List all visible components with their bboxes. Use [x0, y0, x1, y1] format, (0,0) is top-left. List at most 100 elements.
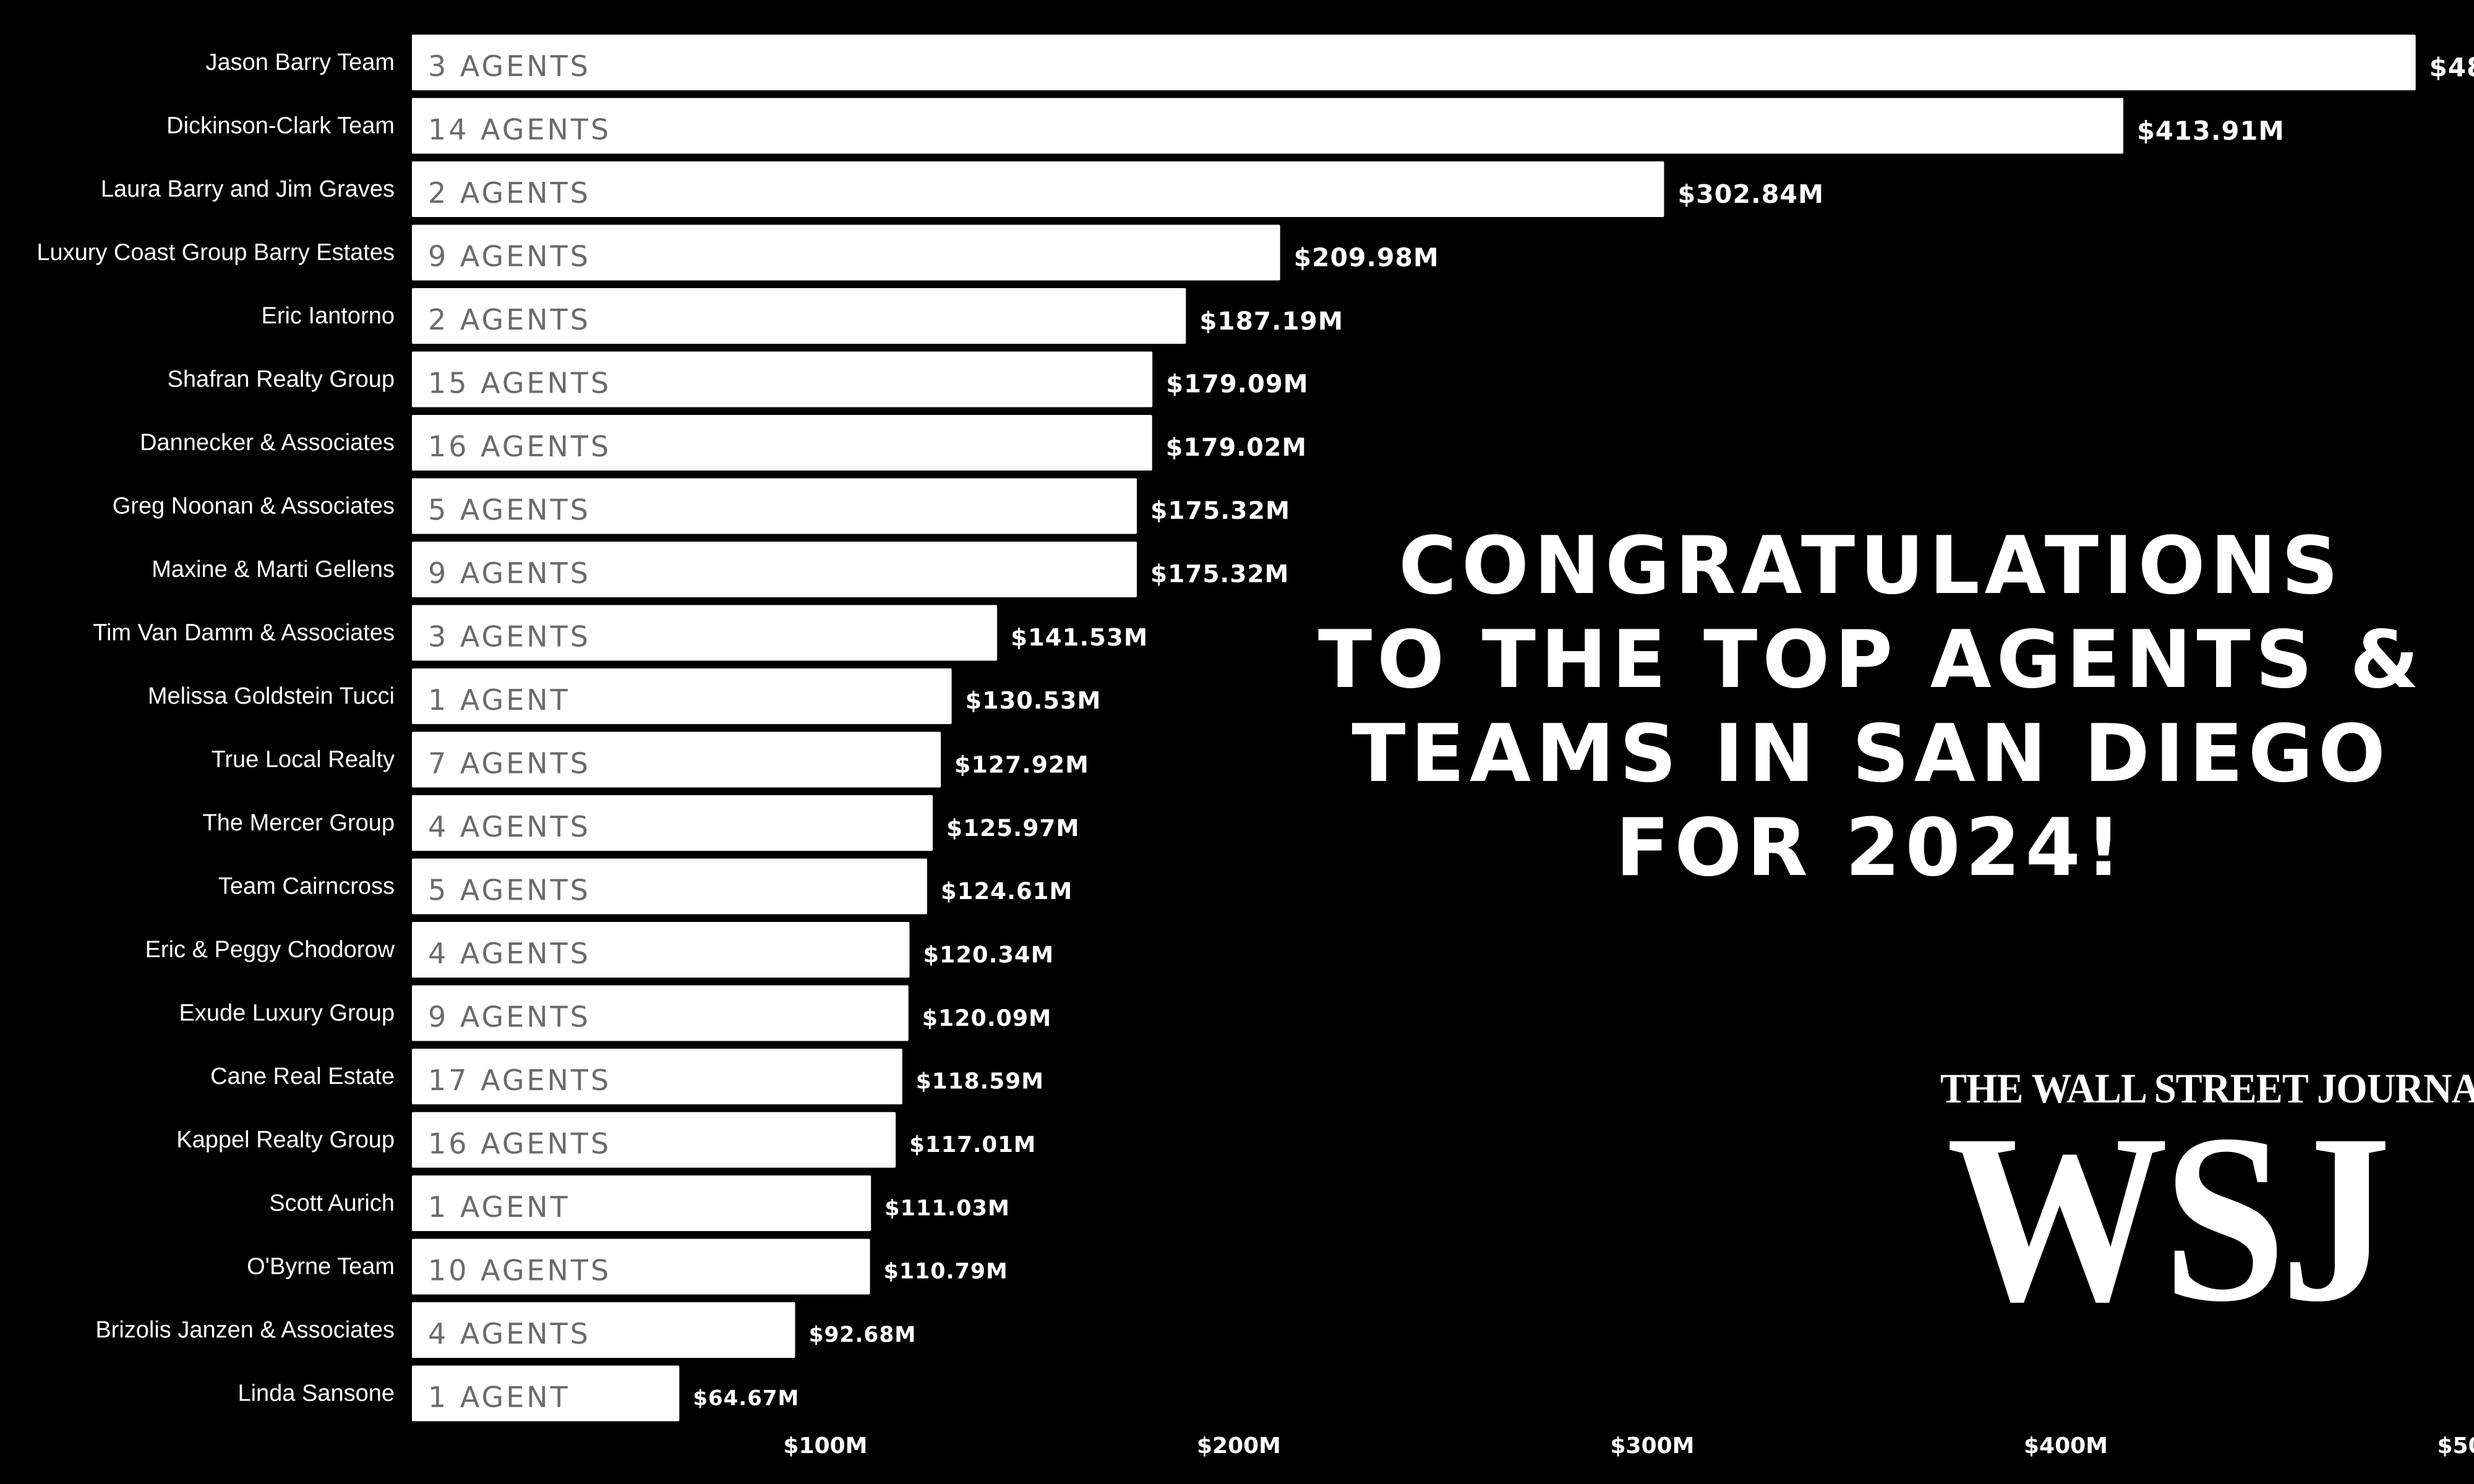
- bar: [412, 224, 1280, 281]
- agents-label: 4 AGENTS: [428, 937, 591, 970]
- agents-label: 1 AGENT: [428, 683, 570, 717]
- bar: [412, 98, 2123, 154]
- team-label: Greg Noonan & Associates: [113, 493, 395, 519]
- agents-label: 16 AGENTS: [428, 1127, 611, 1161]
- headline-line-1: CONGRATULATIONS: [1398, 520, 2343, 612]
- team-label: Luxury Coast Group Barry Estates: [36, 240, 395, 266]
- value-label: $125.97M: [946, 814, 1080, 842]
- value-label: $179.02M: [1166, 433, 1307, 462]
- wsj-logo: THE WALL STREET JOURNAL. WSJ: [1930, 1064, 2474, 1352]
- agents-label: 16 AGENTS: [428, 430, 611, 463]
- agents-label: 4 AGENTS: [428, 1317, 591, 1350]
- agents-label: 9 AGENTS: [428, 240, 591, 273]
- bar: [412, 1049, 902, 1104]
- value-label: $209.98M: [1294, 243, 1439, 273]
- value-label: $302.84M: [1677, 179, 1824, 209]
- headline-line-3: TEAMS IN SAN DIEGO: [1351, 708, 2391, 800]
- bar: [412, 288, 1186, 344]
- agents-label: 4 AGENTS: [428, 810, 591, 843]
- bar: [412, 605, 998, 661]
- team-label: Eric & Peggy Chodorow: [145, 937, 395, 963]
- value-label: $120.34M: [923, 942, 1054, 968]
- value-label: $413.91M: [2137, 116, 2285, 146]
- x-tick-label: $300M: [1610, 1433, 1694, 1459]
- headline-line-4: FOR 2024!: [1616, 802, 2126, 894]
- x-tick-label: $400M: [2024, 1433, 2108, 1459]
- value-label: $484.62M: [2429, 53, 2474, 83]
- team-label: The Mercer Group: [203, 810, 395, 836]
- wsj-mark: WSJ: [1946, 1085, 2391, 1352]
- agents-label: 10 AGENTS: [428, 1254, 611, 1287]
- agents-label: 1 AGENT: [428, 1190, 570, 1224]
- value-label: $111.03M: [884, 1196, 1010, 1221]
- team-label: Maxine & Marti Gellens: [152, 556, 395, 582]
- team-label: Brizolis Janzen & Associates: [95, 1317, 395, 1343]
- value-label: $179.09M: [1166, 370, 1308, 399]
- bar: [412, 922, 910, 978]
- agents-label: 2 AGENTS: [428, 176, 591, 210]
- bar: [412, 415, 1152, 471]
- agents-label: 9 AGENTS: [428, 1000, 591, 1034]
- bar: [412, 985, 909, 1041]
- team-label: Scott Aurich: [269, 1190, 395, 1216]
- team-label: Dannecker & Associates: [140, 430, 395, 456]
- headline: CONGRATULATIONS TO THE TOP AGENTS & TEAM…: [1268, 519, 2474, 895]
- x-tick-label: $500M: [2437, 1433, 2474, 1459]
- bar: [412, 35, 2416, 90]
- value-label: $120.09M: [922, 1005, 1051, 1031]
- agents-label: 2 AGENTS: [428, 303, 591, 336]
- value-label: $117.01M: [909, 1132, 1036, 1158]
- agents-label: 15 AGENTS: [428, 367, 611, 400]
- bar: [412, 542, 1137, 597]
- value-label: $175.32M: [1150, 561, 1289, 589]
- bar: [412, 795, 933, 851]
- agents-label: 5 AGENTS: [428, 493, 591, 527]
- team-label: Linda Sansone: [238, 1381, 395, 1407]
- value-label: $175.32M: [1150, 497, 1290, 525]
- team-label: Kappel Realty Group: [176, 1127, 395, 1153]
- x-tick-label: $100M: [783, 1433, 867, 1459]
- agents-label: 1 AGENT: [428, 1381, 570, 1414]
- bar: [412, 668, 952, 724]
- agents-label: 17 AGENTS: [428, 1064, 611, 1097]
- bar: [412, 1302, 795, 1358]
- value-label: $130.53M: [965, 688, 1102, 715]
- headline-line-2: TO THE TOP AGENTS &: [1318, 614, 2424, 706]
- agents-label: 14 AGENTS: [428, 113, 611, 147]
- x-tick-label: $200M: [1197, 1433, 1281, 1459]
- team-label: Jason Barry Team: [205, 49, 395, 75]
- value-label: $141.53M: [1011, 624, 1148, 652]
- agents-label: 5 AGENTS: [428, 874, 591, 907]
- bar: [412, 1112, 896, 1168]
- team-label: Cane Real Estate: [210, 1064, 395, 1090]
- team-label: Exude Luxury Group: [179, 1000, 395, 1026]
- agents-label: 9 AGENTS: [428, 556, 591, 590]
- team-label: Tim Van Damm & Associates: [93, 620, 395, 646]
- bar: [412, 731, 941, 788]
- agents-label: 3 AGENTS: [428, 49, 591, 83]
- team-label: True Local Realty: [212, 747, 395, 773]
- team-label: Dickinson-Clark Team: [166, 113, 395, 139]
- value-label: $110.79M: [884, 1260, 1008, 1284]
- team-label: O'Byrne Team: [247, 1254, 395, 1280]
- team-label: Eric Iantorno: [262, 303, 395, 329]
- agents-label: 3 AGENTS: [428, 620, 591, 654]
- bar: [412, 351, 1153, 407]
- value-label: $64.67M: [693, 1386, 799, 1411]
- bar: [412, 1365, 680, 1422]
- bar: [412, 1239, 870, 1295]
- bar: [412, 1175, 871, 1231]
- value-label: $92.68M: [809, 1323, 917, 1347]
- team-label: Shafran Realty Group: [167, 367, 395, 393]
- team-label: Melissa Goldstein Tucci: [148, 683, 395, 709]
- bar: [412, 858, 928, 915]
- value-label: $187.19M: [1199, 306, 1343, 336]
- agents-label: 7 AGENTS: [428, 747, 591, 780]
- team-label: Team Cairncross: [218, 874, 395, 900]
- value-label: $118.59M: [916, 1069, 1044, 1094]
- value-label: $124.61M: [941, 878, 1072, 905]
- bar: [412, 161, 1664, 217]
- bar: [412, 478, 1137, 534]
